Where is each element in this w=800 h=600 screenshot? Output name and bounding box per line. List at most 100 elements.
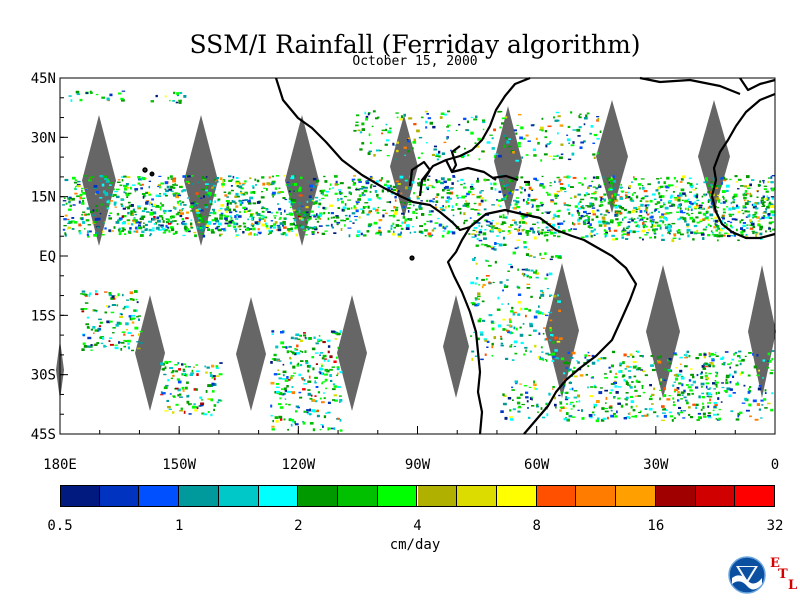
rain-cell [696, 374, 699, 377]
rain-cell [138, 221, 141, 224]
rain-cell [677, 229, 681, 232]
rain-cell [146, 200, 149, 203]
rain-cell [152, 211, 157, 215]
rain-cell [553, 231, 557, 234]
rain-cell [678, 406, 682, 409]
rain-cell [664, 226, 669, 230]
rain-cell [765, 230, 767, 233]
rain-cell [612, 238, 616, 241]
rain-cell [652, 224, 656, 228]
rain-cell [345, 217, 349, 220]
rain-cell [730, 201, 733, 205]
rain-cell [519, 186, 522, 189]
rain-cell [639, 210, 643, 213]
rain-cell [335, 180, 338, 184]
rain-cell [85, 189, 88, 191]
rain-cell [190, 202, 195, 204]
rain-cell [229, 211, 233, 214]
rain-cell [299, 339, 303, 342]
rain-cell [203, 195, 205, 198]
rain-cell [463, 182, 466, 185]
rain-cell [626, 212, 629, 214]
rain-cell [118, 218, 122, 221]
rain-cell [113, 188, 115, 191]
rain-cell [283, 223, 286, 226]
rain-cell [600, 357, 603, 360]
rain-cell [231, 179, 233, 181]
rain-cell [336, 374, 338, 377]
rain-cell [284, 398, 287, 400]
rain-cell [478, 224, 480, 228]
rain-cell [684, 194, 687, 197]
rain-cell [185, 217, 189, 220]
rain-cell [760, 199, 764, 202]
rain-cell [677, 194, 681, 197]
rain-cell [685, 353, 688, 356]
rain-cell [714, 404, 718, 407]
rain-cell [570, 111, 573, 114]
rain-cell [324, 373, 329, 376]
rain-cell [195, 406, 198, 408]
rain-cell [298, 201, 301, 205]
rain-cell [714, 371, 717, 374]
rain-cell [553, 202, 558, 205]
rain-cell [105, 345, 107, 348]
rain-cell [666, 398, 671, 401]
rain-cell [261, 223, 265, 227]
rain-cell [549, 140, 552, 143]
rain-cell [498, 154, 502, 158]
rain-cell [590, 377, 594, 379]
rain-cell [708, 355, 711, 358]
rain-cell [73, 181, 78, 184]
colorbar-tick-label: 2 [294, 518, 303, 534]
rain-cell [144, 228, 147, 231]
rain-cell [120, 205, 124, 208]
rain-cell [282, 363, 285, 366]
rain-cell [199, 217, 202, 220]
rain-cell [691, 392, 694, 395]
rain-cell [225, 218, 228, 222]
rain-cell [243, 210, 246, 213]
rain-cell [491, 137, 494, 140]
rain-cell [170, 190, 174, 192]
rain-cell [596, 152, 599, 155]
rain-cell [752, 226, 755, 229]
rain-cell [743, 199, 746, 202]
rain-cell [109, 93, 113, 97]
rain-cell [650, 364, 654, 367]
rain-cell [378, 229, 381, 232]
rain-cell [415, 216, 418, 219]
rain-cell [82, 342, 86, 345]
lat-label: 45N [31, 71, 56, 87]
rain-cell [553, 180, 556, 183]
rain-cell [68, 95, 72, 97]
rain-cell [431, 153, 435, 156]
rain-cell [504, 137, 508, 140]
rain-cell [589, 223, 592, 226]
rain-cell [125, 193, 130, 197]
rain-cell [118, 92, 122, 95]
rain-cell [87, 234, 90, 238]
rain-cell [437, 217, 440, 220]
rain-cell [552, 341, 555, 344]
rain-cell [390, 188, 393, 190]
rain-cell [96, 190, 99, 194]
rain-cell [654, 236, 657, 239]
rain-cell [451, 205, 454, 209]
rain-cell [634, 385, 636, 388]
rain-cell [528, 186, 532, 190]
rain-cell [723, 361, 726, 364]
rain-cell [518, 113, 522, 116]
rain-cell [464, 219, 468, 222]
rain-cell [471, 236, 476, 238]
rain-cell [549, 319, 553, 322]
rain-cell [230, 217, 233, 219]
rain-cell [552, 386, 555, 389]
rain-cell [220, 204, 225, 207]
rain-cell [271, 230, 274, 233]
rain-cell [698, 206, 703, 209]
rain-cell [163, 192, 167, 196]
rain-cell [87, 224, 91, 226]
rain-cell [666, 176, 670, 180]
rain-cell [441, 234, 445, 238]
